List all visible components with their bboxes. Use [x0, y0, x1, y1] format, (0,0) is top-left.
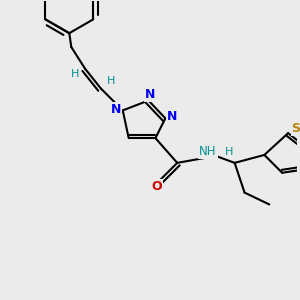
- Text: N: N: [111, 103, 121, 116]
- Text: N: N: [145, 88, 156, 101]
- Text: H: H: [224, 147, 233, 157]
- Text: NH: NH: [199, 146, 217, 158]
- Text: H: H: [107, 76, 115, 86]
- Text: N: N: [167, 110, 178, 123]
- Text: O: O: [151, 180, 162, 193]
- Text: S: S: [292, 122, 300, 135]
- Text: H: H: [71, 69, 80, 79]
